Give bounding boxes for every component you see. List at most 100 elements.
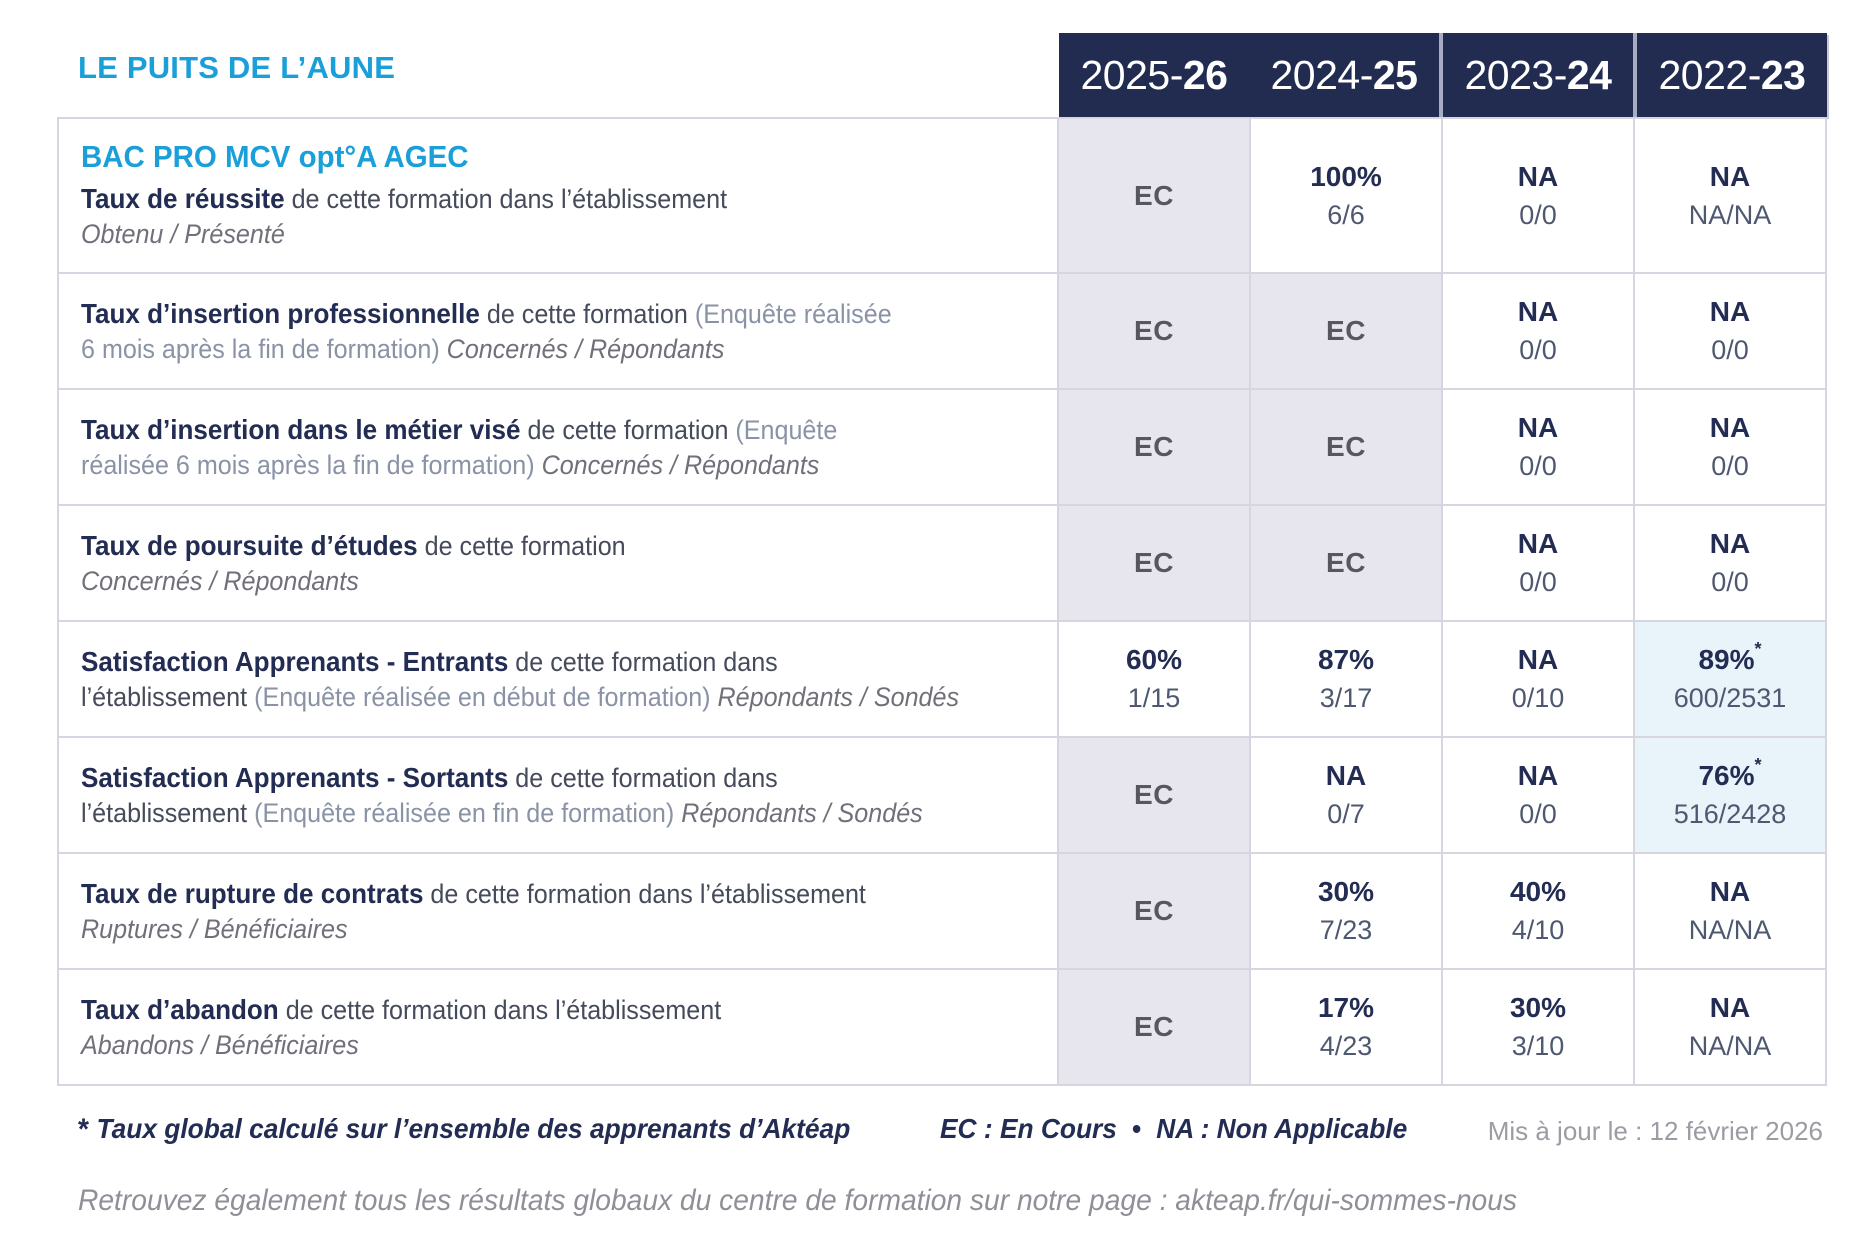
cell-ec: EC	[1059, 970, 1249, 1084]
cell-ec: EC	[1251, 274, 1441, 388]
cell-value: NA 0/0	[1635, 274, 1825, 388]
ec-value: EC	[1134, 547, 1174, 578]
cell-sub-value: 0/0	[1711, 451, 1749, 481]
cell-sub-value: 0/0	[1519, 567, 1557, 597]
cell-sub-value: 6/6	[1327, 199, 1365, 230]
cell-main-value: 76%*	[1698, 756, 1761, 793]
row-label-taux-de-reussite: BAC PRO MCV opt°A AGEC Taux de réussite …	[59, 119, 1057, 272]
cell-ec: EC	[1059, 506, 1249, 620]
metric-label: Taux d’insertion professionnelle de cett…	[81, 296, 979, 367]
cell-sub-value: 3/17	[1319, 683, 1373, 713]
legend: EC : En Cours • NA : Non Applicable	[940, 1113, 1407, 1145]
metric-label: Taux de réussite de cette formation dans…	[81, 181, 979, 252]
cell-value: 40% 4/10	[1443, 854, 1633, 968]
row-label-satisfaction-sortants: Satisfaction Apprenants - Sortants de ce…	[59, 738, 1057, 852]
cell-value: NA 0/0	[1635, 506, 1825, 620]
ec-value: EC	[1134, 1011, 1174, 1042]
cell-value: 17% 4/23	[1251, 970, 1441, 1084]
cell-value: 87% 3/17	[1251, 622, 1441, 736]
program-title: BAC PRO MCV opt°A AGEC	[81, 139, 469, 174]
cell-main-value: NA	[1710, 875, 1750, 909]
metric-desc: de cette formation dans	[515, 646, 778, 677]
footnote-text: Taux global calculé sur l’ensemble des a…	[96, 1113, 851, 1144]
ec-value: EC	[1134, 779, 1174, 810]
cell-sub-value: 1/15	[1127, 683, 1181, 713]
year-column-2022-23: 2022- 23	[1633, 33, 1827, 117]
cell-main-value: NA	[1710, 295, 1750, 329]
year-column-2024-25: 2024- 25	[1249, 33, 1439, 117]
ec-value: EC	[1134, 431, 1174, 462]
metric-paren: (Enquête	[735, 414, 838, 445]
updated-date: Mis à jour le : 12 février 2026	[1487, 1116, 1823, 1146]
metric-label: Taux d’insertion dans le métier visé de …	[81, 412, 979, 483]
cell-value: NA NA/NA	[1635, 970, 1825, 1084]
year-prefix: 2024-	[1270, 51, 1374, 98]
ec-value: EC	[1134, 895, 1174, 926]
metric-label: Taux d’abandon de cette formation dans l…	[81, 992, 979, 1063]
row-label-insertion-professionnelle: Taux d’insertion professionnelle de cett…	[59, 274, 1057, 388]
cell-sub-value: 0/10	[1511, 683, 1565, 713]
cell-main-value: NA	[1518, 759, 1558, 793]
metric-paren: 6 mois après la fin de formation)	[81, 333, 440, 364]
value-text: 60%	[1125, 644, 1183, 675]
value-text: 30%	[1317, 876, 1375, 907]
metric-desc: de cette formation dans l’établissement	[285, 994, 722, 1025]
cell-main-value: 87%	[1318, 643, 1374, 677]
year-column-2025-26: 2025- 26	[1059, 33, 1249, 117]
row-label-abandon: Taux d’abandon de cette formation dans l…	[59, 970, 1057, 1084]
cell-ec: EC	[1251, 506, 1441, 620]
value-text: NA	[1709, 992, 1751, 1023]
website-url: akteap.fr/qui-sommes-nous	[1175, 1184, 1517, 1217]
cell-sub-value: 0/0	[1519, 335, 1557, 365]
cell-main-value: NA	[1518, 643, 1558, 677]
cell-value: NA 0/0	[1443, 738, 1633, 852]
cell-value: NA 0/0	[1443, 506, 1633, 620]
metric-sub: Concernés / Répondants	[541, 449, 820, 480]
cell-value-highlighted: 76%* 516/2428	[1635, 738, 1825, 852]
cell-main-value: 89%*	[1698, 640, 1761, 677]
cell-main-value: NA	[1518, 527, 1558, 561]
value-text: 100%	[1310, 160, 1382, 192]
legend-na: NA : Non Applicable	[1156, 1113, 1408, 1144]
cell-sub-value: 0/0	[1711, 335, 1749, 365]
cell-sub-value: 3/10	[1511, 1031, 1565, 1061]
metric-title: Taux d’abandon	[81, 993, 279, 1025]
cell-value: NA NA/NA	[1635, 119, 1825, 272]
metric-sub: Répondants / Sondés	[681, 797, 923, 828]
metric-title: Taux d’insertion dans le métier visé	[81, 413, 521, 445]
metric-title: Satisfaction Apprenants - Sortants	[81, 761, 509, 793]
asterisk: *	[1754, 638, 1762, 659]
metric-paren: (Enquête réalisée en fin de formation)	[254, 797, 675, 828]
cell-sub-value: 7/23	[1319, 915, 1373, 945]
row-label-rupture-contrats: Taux de rupture de contrats de cette for…	[59, 854, 1057, 968]
value-text: 30%	[1509, 992, 1567, 1023]
cell-value: NA 0/10	[1443, 622, 1633, 736]
metric-desc: l’établissement	[81, 797, 248, 828]
metric-desc: de cette formation dans l’établissement	[430, 878, 866, 909]
year-prefix: 2025-	[1080, 51, 1184, 98]
metric-sub: Abandons / Bénéficiaires	[81, 1029, 359, 1060]
cell-main-value: 30%	[1318, 875, 1374, 909]
cell-ec: EC	[1059, 738, 1249, 852]
cell-sub-value: 0/0	[1519, 451, 1557, 481]
metric-title: Taux d’insertion professionnelle	[81, 297, 480, 329]
asterisk: *	[78, 1113, 89, 1146]
cell-sub-value: 4/10	[1511, 915, 1565, 945]
ec-value: EC	[1326, 547, 1366, 578]
year-suffix: 24	[1566, 51, 1612, 98]
bullet-separator: •	[1131, 1113, 1142, 1144]
cell-main-value: 17%	[1318, 991, 1374, 1025]
metric-desc: de cette formation	[527, 414, 729, 445]
cell-sub-value: 516/2428	[1673, 799, 1787, 829]
metric-sub: Concernés / Répondants	[81, 565, 359, 596]
cell-value: NA 0/0	[1635, 390, 1825, 504]
year-suffix: 26	[1182, 51, 1228, 98]
value-text: NA	[1709, 412, 1751, 443]
metric-title: Satisfaction Apprenants - Entrants	[81, 645, 509, 677]
metric-sub: Répondants / Sondés	[717, 681, 960, 712]
metric-sub: Ruptures / Bénéficiaires	[81, 913, 348, 944]
value-text: NA	[1325, 760, 1367, 791]
year-suffix: 25	[1372, 51, 1418, 98]
value-text: 76%	[1698, 760, 1755, 791]
row-label-satisfaction-entrants: Satisfaction Apprenants - Entrants de ce…	[59, 622, 1057, 736]
